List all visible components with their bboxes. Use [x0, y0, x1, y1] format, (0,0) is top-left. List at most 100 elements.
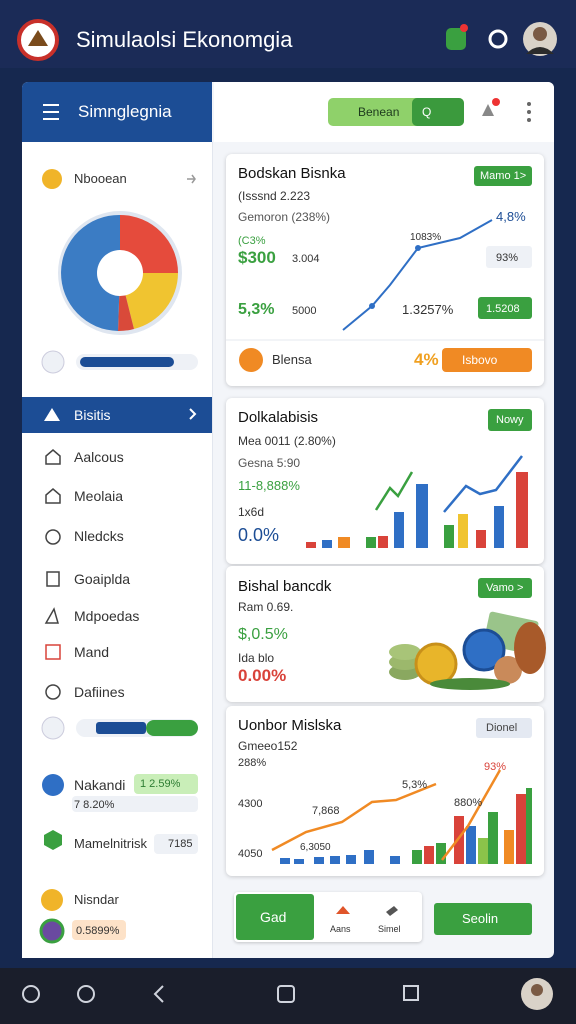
avatar-body [526, 47, 554, 54]
search-label[interactable]: Benean [358, 105, 400, 119]
menu-item[interactable]: Mdpoedas [74, 608, 140, 624]
chip [154, 834, 198, 854]
sidebar-title: Simnglegnia [78, 102, 172, 121]
menu-icon [44, 408, 60, 421]
chip [72, 920, 126, 940]
card-value: 5,3% [238, 301, 275, 318]
card-text: Gmeeo152 [238, 739, 298, 753]
card-button-label[interactable]: Nowy [496, 414, 524, 426]
chart-label: 880% [454, 797, 483, 809]
card-button[interactable] [476, 718, 532, 738]
card-button[interactable] [474, 166, 532, 186]
card-button[interactable] [442, 348, 532, 372]
chevron [189, 408, 197, 420]
footer-action[interactable] [434, 903, 532, 935]
nav-bar [0, 968, 576, 1024]
badge [492, 98, 500, 106]
card-text: 288% [238, 757, 267, 769]
card-text: Gemoron (238%) [238, 210, 331, 224]
card-button-label[interactable]: Mamo 1> [480, 170, 527, 182]
card-text: 1.3257% [402, 302, 454, 317]
footer-value: 4% [414, 350, 439, 369]
chip [134, 774, 198, 794]
chart-label: 5,3% [402, 779, 428, 791]
card-text: Gesna 5:90 [238, 456, 301, 470]
toggle-right [146, 720, 198, 736]
more-icon[interactable] [527, 118, 531, 122]
top-bar [0, 0, 576, 68]
bell-icon[interactable] [482, 104, 494, 116]
nav-icons[interactable] [22, 985, 419, 1003]
menu-item[interactable]: Goaiplda [74, 571, 131, 587]
mixed-chart [280, 788, 532, 864]
card-text: 1x6d [238, 505, 265, 519]
footer-action-label[interactable]: Seolin [462, 911, 499, 926]
settings-icon[interactable] [488, 29, 508, 49]
menu-item[interactable]: Mand [74, 644, 110, 660]
slider-fill [80, 357, 174, 367]
card-text: 5000 [292, 305, 317, 317]
chart-label: 4050 [238, 848, 263, 860]
card-button-label[interactable]: Vamo > [486, 582, 524, 594]
card-button-label[interactable]: 1.5208 [486, 303, 520, 315]
card-title: Uonbor Mislska [238, 717, 342, 734]
avatar-head [533, 27, 547, 41]
card [226, 154, 544, 386]
card-text: (C3% [238, 235, 266, 247]
search-button-label[interactable]: Q [422, 105, 432, 119]
toggle-left [96, 722, 146, 734]
search-button[interactable] [412, 98, 464, 126]
chip [486, 246, 532, 268]
menu-item[interactable]: Meolaia [74, 488, 124, 504]
card-title: Bodskan Bisnka [238, 165, 346, 182]
card-value: $,0.5% [238, 626, 288, 643]
card-button[interactable] [478, 578, 532, 598]
footer-icon[interactable] [386, 906, 398, 916]
app-icon[interactable] [446, 28, 466, 50]
footer-button-label[interactable]: Gad [260, 909, 287, 925]
card-value: $300 [238, 248, 276, 267]
menu-item[interactable]: Nledcks [74, 528, 124, 544]
coin-icon [42, 169, 62, 189]
footer-item[interactable]: Aans [330, 924, 351, 934]
card-title: Dolkalabisis [238, 409, 319, 426]
chip-label: 93% [496, 252, 519, 264]
footer-button[interactable] [236, 894, 314, 940]
footer-item[interactable]: Simel [378, 924, 401, 934]
card-button-label[interactable]: Isbovo [462, 353, 498, 367]
summary-label: Nbooean [74, 171, 127, 186]
footer-icon[interactable] [336, 906, 350, 914]
stat-value: 1 2.59% [140, 778, 181, 790]
card-text: Ida blo [238, 651, 275, 665]
card-subtitle: (Isssnd 2.223 [238, 189, 311, 203]
card-value: 0.00% [238, 666, 287, 685]
coins-illustration [389, 611, 546, 690]
menu-icons [44, 449, 61, 700]
stat-icon [39, 918, 65, 944]
chart-label: 6,3050 [300, 842, 331, 853]
menu-icon[interactable] [43, 104, 59, 120]
card-title: Bishal bancdk [238, 578, 332, 595]
stat-icon [42, 774, 64, 796]
footer-icon [239, 348, 263, 372]
stat-label: Mamelnitrisk [74, 836, 147, 851]
card-value: 0.0% [238, 525, 280, 545]
menu-item[interactable]: Dafiines [74, 684, 125, 700]
stat-value: 0.5899% [76, 925, 120, 937]
arrow-icon[interactable] [187, 174, 196, 184]
trend-line [342, 219, 493, 331]
card-button[interactable] [478, 297, 532, 319]
menu-item[interactable]: Aalcous [74, 449, 124, 465]
slider-icon [41, 350, 65, 374]
card-text: Ram 0.69. [238, 600, 294, 614]
chart-label: 1083% [410, 232, 442, 243]
chart-label: 7,868 [312, 805, 340, 817]
donut [58, 211, 182, 335]
card-button[interactable] [488, 409, 532, 431]
chart-label: 4,8% [496, 209, 526, 224]
menu-item[interactable]: Bisitis [74, 407, 111, 423]
toggle-icon [41, 716, 65, 740]
card-button-label[interactable]: Dionel [486, 722, 518, 734]
